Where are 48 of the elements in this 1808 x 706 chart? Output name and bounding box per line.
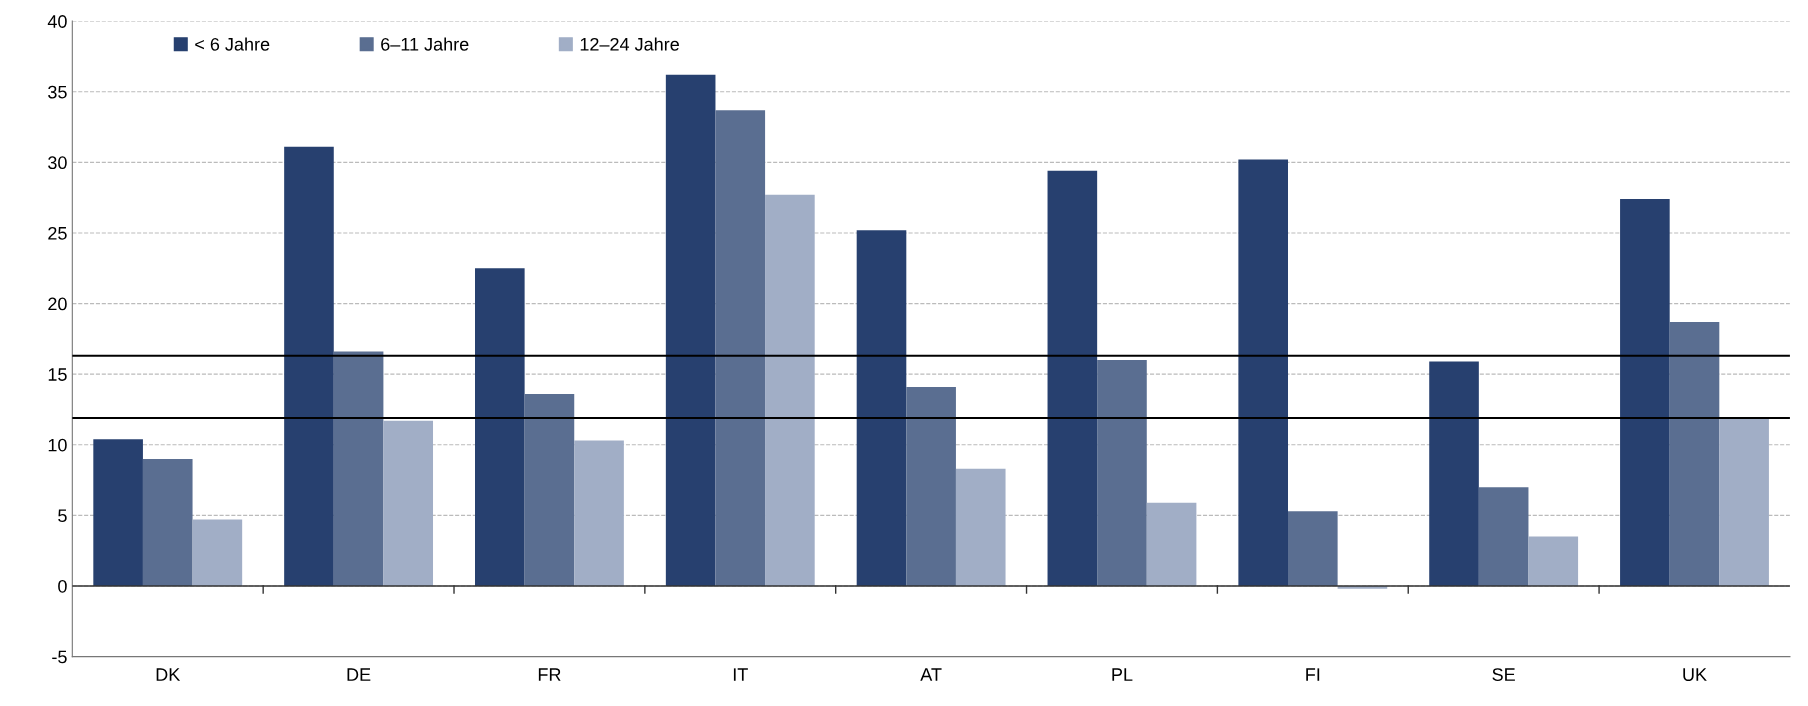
bar — [93, 439, 143, 586]
bar — [765, 194, 815, 586]
bar — [192, 519, 243, 586]
y-tick-label: 20 — [48, 297, 67, 311]
bar — [284, 146, 334, 586]
x-tick-label: UK — [1683, 668, 1707, 681]
x-tick-label: DE — [347, 668, 371, 681]
x-tick-label: AT — [920, 668, 942, 681]
bar — [1719, 417, 1769, 586]
y-tick-label: 10 — [48, 438, 67, 452]
legend-label: < 6 Jahre — [195, 37, 270, 51]
bar — [955, 468, 1006, 586]
x-tick-label: SE — [1492, 668, 1515, 681]
x-tick-label: FI — [1306, 668, 1320, 681]
y-tick-label: -5 — [52, 650, 67, 664]
y-tick-label: 0 — [58, 579, 67, 593]
bar — [1620, 199, 1670, 586]
bar — [524, 393, 575, 586]
bar — [1146, 502, 1197, 586]
bar — [1238, 159, 1288, 586]
bar — [906, 386, 956, 586]
bar — [1669, 321, 1720, 586]
bar — [1288, 511, 1338, 586]
y-tick-label: 25 — [48, 226, 67, 240]
y-tick-label: 5 — [58, 509, 67, 523]
bar — [333, 351, 384, 586]
y-tick-label: 30 — [48, 156, 67, 170]
y-tick-label: 35 — [48, 85, 67, 99]
x-tick-label: FR — [538, 668, 561, 681]
bar — [1047, 170, 1098, 586]
bar — [1097, 360, 1147, 586]
x-tick-label: IT — [733, 668, 748, 681]
bar — [142, 458, 193, 586]
x-tick-label: PL — [1112, 668, 1133, 681]
legend-label: 6–11 Jahre — [381, 37, 469, 51]
y-tick-label: 40 — [47, 15, 67, 28]
bar — [1528, 536, 1579, 586]
bar — [383, 420, 434, 586]
bar — [1429, 361, 1479, 586]
bar — [856, 230, 907, 586]
bar — [574, 440, 624, 586]
bar — [665, 74, 716, 586]
bar — [1478, 487, 1529, 586]
y-tick-label: 15 — [48, 368, 67, 381]
bar — [715, 110, 766, 586]
x-tick-label: DK — [156, 668, 181, 681]
bar — [475, 268, 525, 586]
legend-label: 12–24 Jahre — [580, 37, 679, 51]
